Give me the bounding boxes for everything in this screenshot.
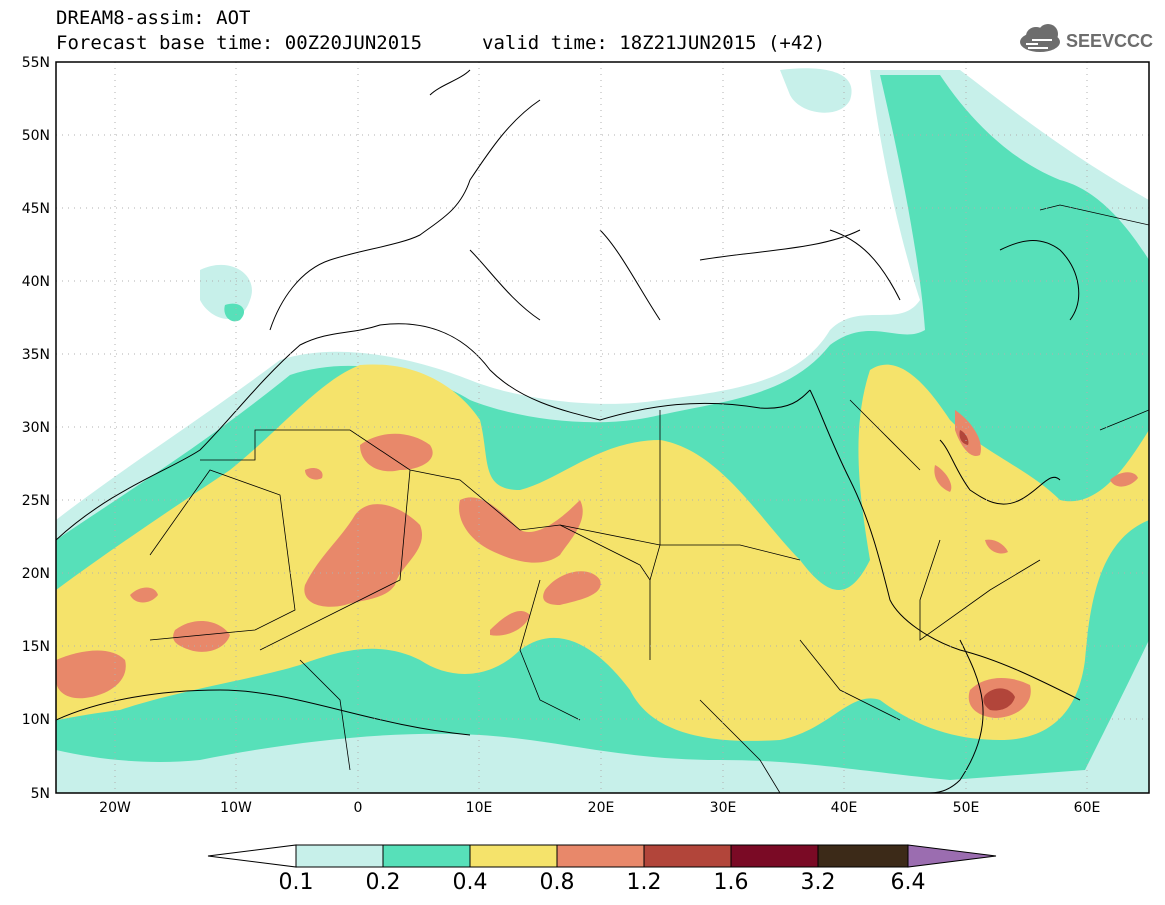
lon-label: 30E [710,800,737,816]
aot-band-0.4 [56,364,1149,741]
legend-label: 6.4 [890,870,926,895]
map-border [55,61,1150,794]
legend-swatch-below [207,844,297,868]
longitude-labels: 20W 10W 0 10E 20E 30E 40E 50E 60E [99,800,1100,816]
legend-label: 1.6 [713,870,749,895]
lat-label: 20N [22,566,50,582]
color-legend [207,844,997,868]
lon-label: 40E [831,800,858,816]
lon-label: 10W [220,800,252,816]
lon-label: 50E [953,800,980,816]
lat-label: 10N [22,712,50,728]
map-title: DREAM8-assim: AOT [56,7,251,29]
latitude-labels: 55N 50N 45N 40N 35N 30N 25N 20N 15N 10N … [22,55,50,802]
coastlines [56,69,1081,793]
lat-label: 35N [22,347,50,363]
graticule [56,62,1149,793]
aot-field [56,62,1149,793]
legend-label: 0.1 [278,870,314,895]
lon-label: 20W [99,800,131,816]
legend-swatch [730,844,819,868]
lon-label: 10E [466,800,493,816]
lat-label: 50N [22,128,50,144]
forecast-base-time: Forecast base time: 00Z20JUN2015 [56,32,423,54]
legend-label: 1.2 [626,870,662,895]
legend-swatch-above [907,844,997,868]
legend-swatch [295,844,384,868]
lat-label: 55N [22,55,50,71]
valid-time: valid time: 18Z21JUN2015 (+42) [482,32,826,54]
legend-label: 0.2 [365,870,401,895]
lon-label: 0 [354,800,363,816]
aot-band-0.8 [304,504,423,607]
lon-label: 60E [1074,800,1101,816]
lat-label: 40N [22,274,50,290]
legend-label: 0.4 [452,870,488,895]
legend-swatch [382,844,471,868]
cloud-icon [1020,24,1060,52]
aot-band-1.2 [983,688,1015,711]
lat-label: 45N [22,201,50,217]
legend-swatch [469,844,558,868]
legend-swatch [817,844,909,868]
lat-label: 15N [22,639,50,655]
legend-label: 3.2 [800,870,836,895]
logo-text: SEEVCCC [1066,31,1153,51]
lon-label: 20E [588,800,615,816]
lat-label: 30N [22,420,50,436]
legend-label: 0.8 [539,870,575,895]
legend-swatch [556,844,645,868]
seevccc-logo: SEEVCCC [1018,22,1158,56]
borders [149,204,1149,793]
legend-swatch [643,844,732,868]
lat-label: 5N [31,786,50,802]
lat-label: 25N [22,493,50,509]
